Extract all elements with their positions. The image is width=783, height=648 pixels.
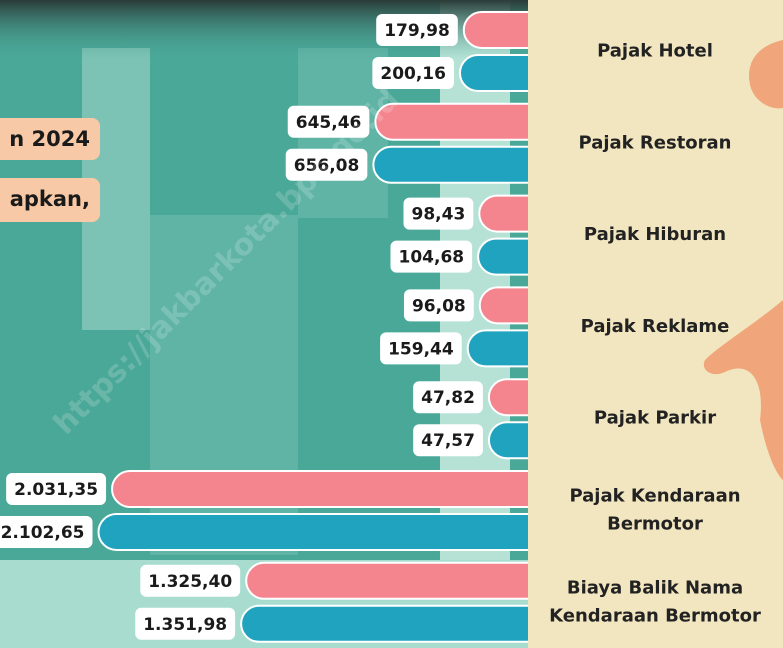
value-label: 98,43 — [412, 205, 466, 225]
bar — [112, 471, 548, 507]
bar — [373, 147, 548, 183]
annotation: apkan, — [10, 187, 90, 211]
value-label: 96,08 — [412, 296, 466, 316]
value-label: 47,57 — [421, 431, 475, 451]
value-label: 200,16 — [380, 64, 446, 84]
category-label: Pajak Restoran — [579, 132, 732, 153]
bar — [241, 606, 548, 642]
value-label: 2.102,65 — [1, 523, 85, 543]
value-label: 47,82 — [421, 388, 475, 408]
category-label: Pajak Reklame — [581, 316, 730, 337]
bar — [98, 514, 548, 550]
bar — [246, 563, 548, 599]
value-label: 159,44 — [388, 339, 454, 359]
value-label: 2.031,35 — [14, 480, 98, 500]
value-label: 104,68 — [399, 248, 465, 268]
value-label: 1.351,98 — [143, 615, 227, 635]
infographic: n 2024 apkan, 179,98200,16645,46656,0898… — [0, 0, 783, 648]
annotation: n 2024 — [9, 127, 90, 151]
value-label: 179,98 — [384, 21, 450, 41]
category-label: Pajak Parkir — [594, 408, 716, 429]
value-label: 1.325,40 — [148, 572, 232, 592]
category-label: Pajak Hotel — [597, 41, 713, 62]
category-label: Pajak Hiburan — [584, 224, 726, 245]
